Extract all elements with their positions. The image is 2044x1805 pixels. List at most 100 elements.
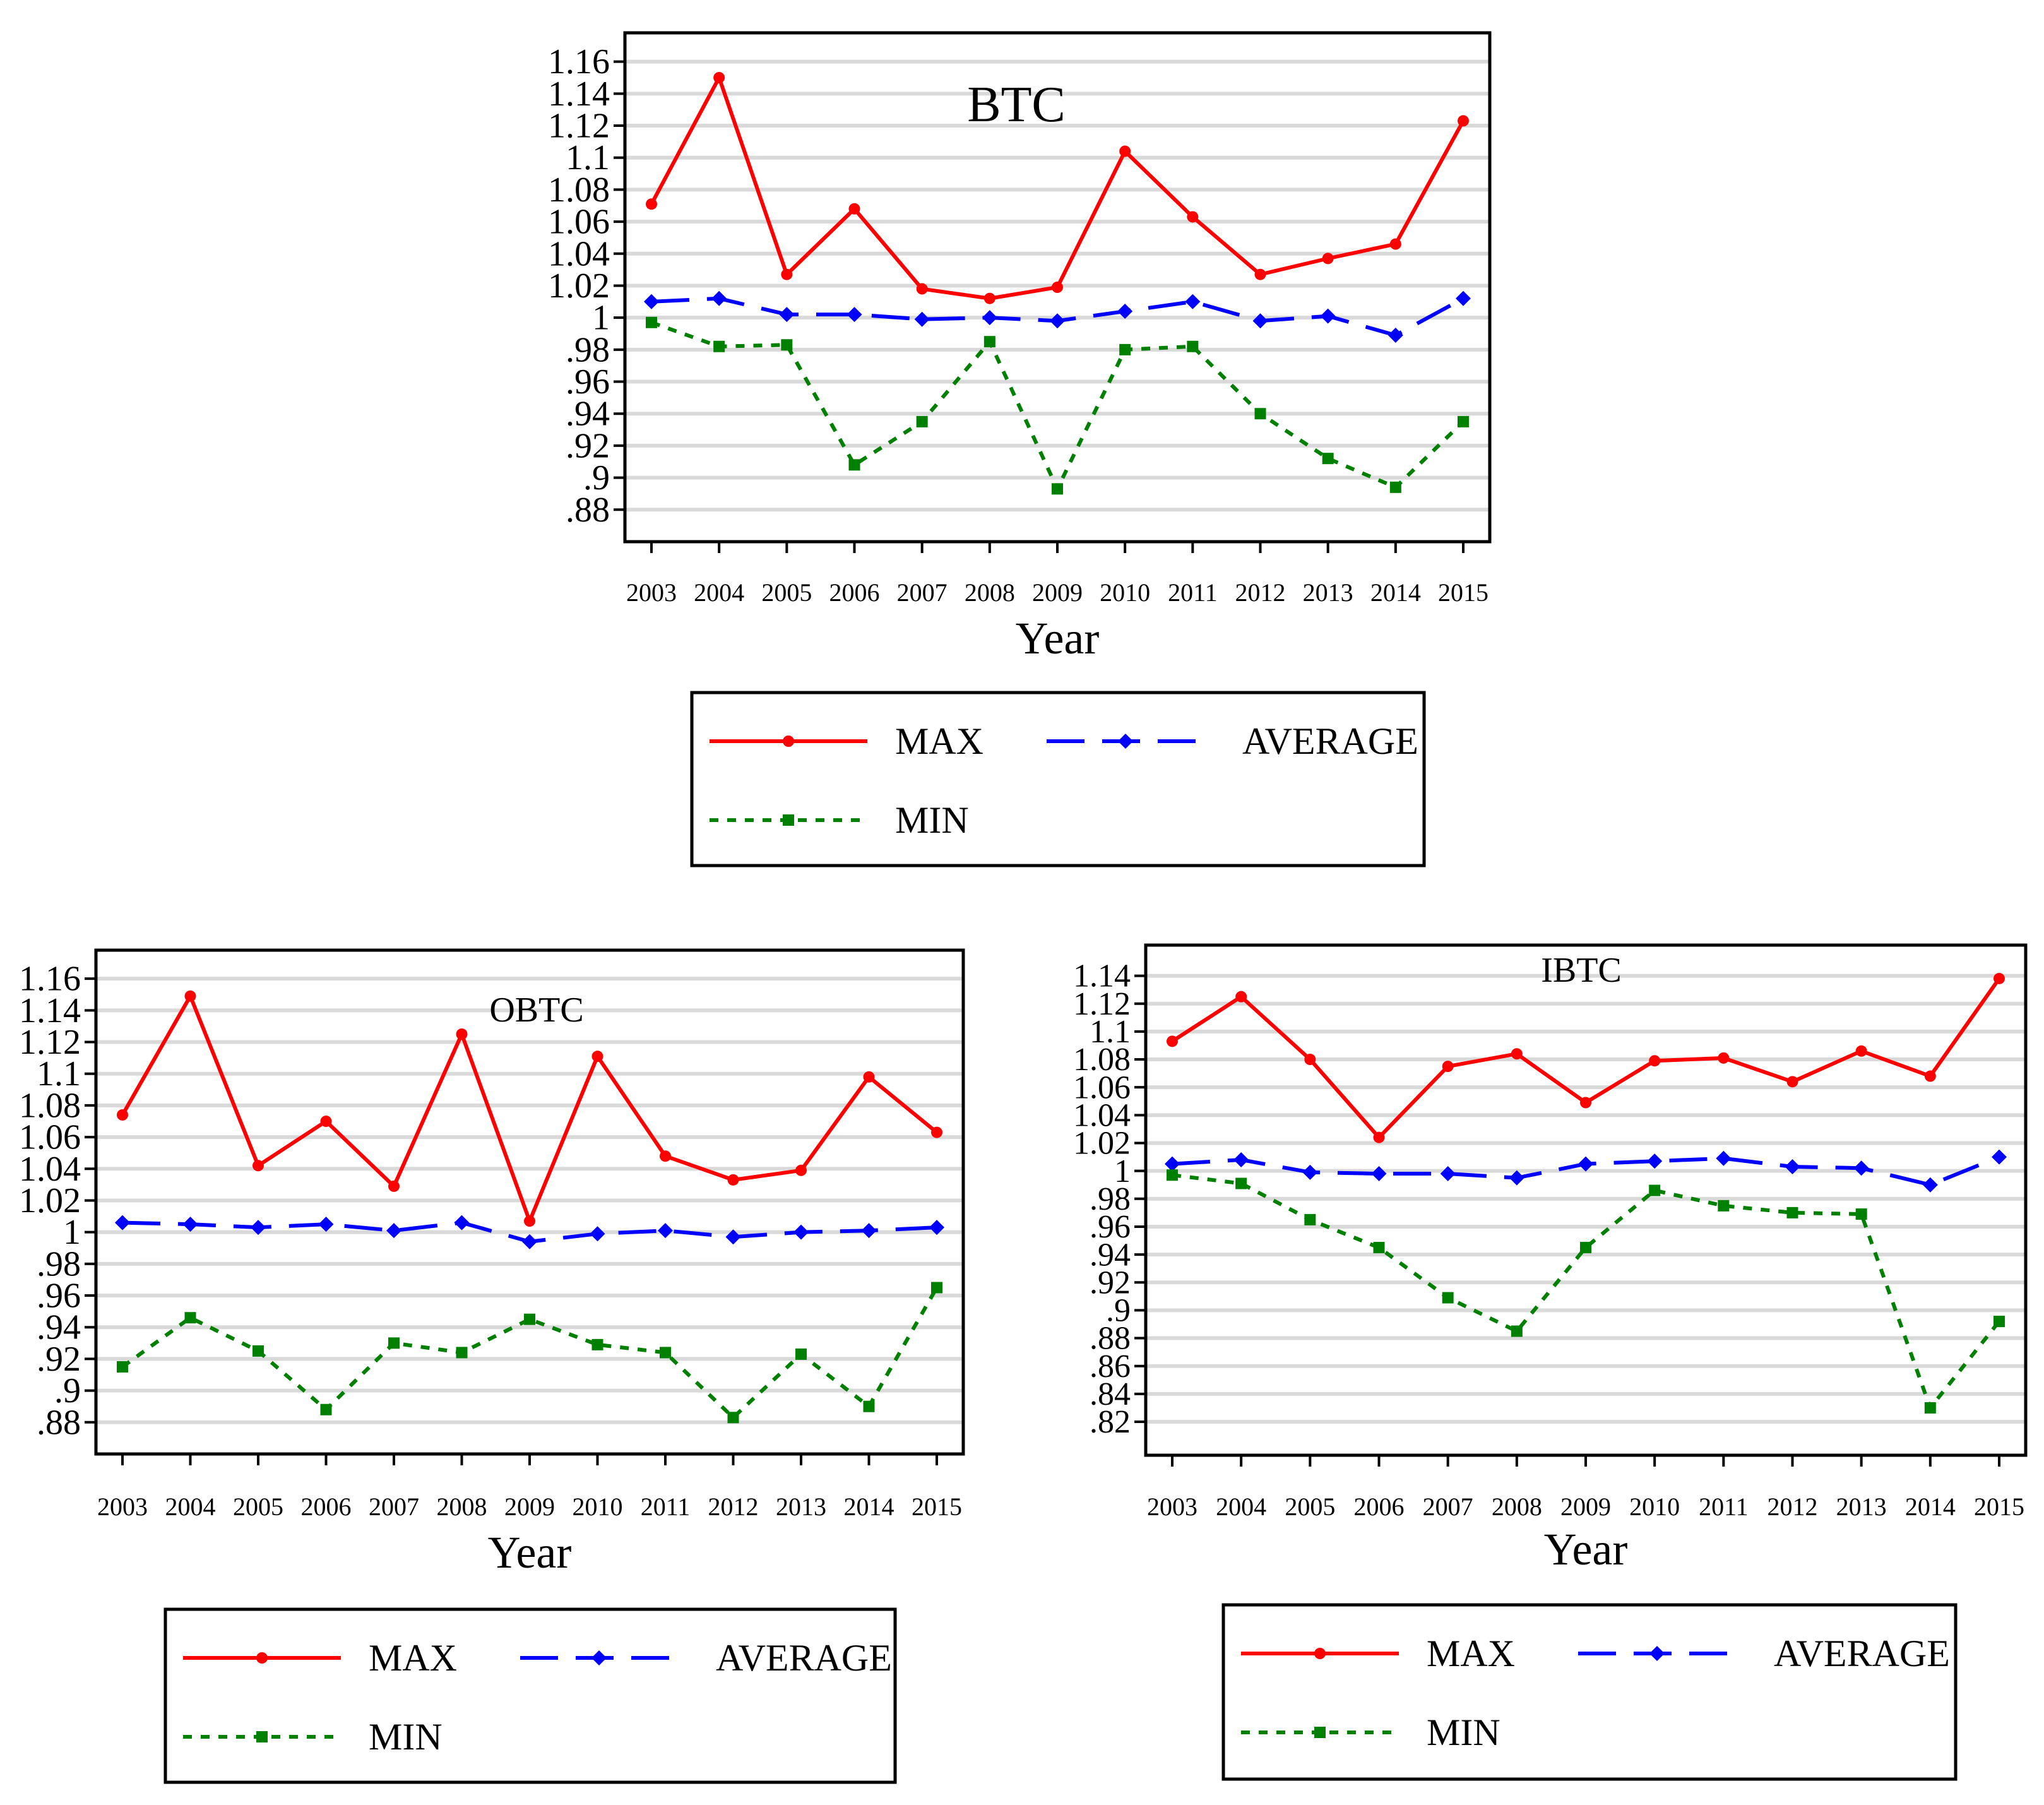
data-point-min — [1993, 1316, 2005, 1328]
data-point-max — [848, 203, 860, 215]
legend-marker-average — [591, 1650, 607, 1665]
x-tick-label: 2005 — [233, 1492, 283, 1521]
legend: MAX AVERAGE MIN — [690, 691, 1426, 867]
y-tick-label: 1.08 — [548, 170, 610, 210]
y-tick-label: .96 — [37, 1277, 81, 1316]
y-tick-label: 1.1 — [1090, 1014, 1131, 1050]
data-point-max — [1458, 115, 1469, 127]
legend-label-min: MIN — [1427, 1712, 1500, 1753]
data-point-max — [1167, 1035, 1178, 1047]
series-max — [117, 990, 942, 1227]
y-tick-label: 1.06 — [1073, 1069, 1131, 1105]
data-point-min — [931, 1282, 942, 1294]
data-point-max — [660, 1150, 671, 1162]
data-point-max — [1442, 1061, 1454, 1073]
data-point-average — [1922, 1177, 1938, 1193]
y-tick-label: .84 — [1090, 1376, 1131, 1412]
data-point-max — [1254, 268, 1266, 280]
y-tick-label: .98 — [37, 1244, 81, 1284]
y-tick-label: 1.02 — [19, 1181, 81, 1220]
data-point-max — [727, 1174, 739, 1186]
y-tick-label: 1.1 — [37, 1054, 81, 1093]
legend-box — [690, 691, 1426, 867]
y-tick-label: 1.08 — [1073, 1042, 1131, 1078]
data-point-min — [1235, 1177, 1247, 1189]
legend: MAX AVERAGE MIN — [163, 1607, 897, 1784]
data-point-min — [916, 415, 928, 427]
series-line-max — [121, 994, 938, 1224]
x-tick-label: 2007 — [897, 578, 948, 607]
y-tick-label: .88 — [37, 1403, 81, 1442]
data-point-max — [1993, 972, 2005, 984]
data-point-average — [522, 1234, 537, 1249]
x-tick-label: 2015 — [1438, 578, 1488, 607]
data-point-average — [1233, 1152, 1249, 1167]
y-tick-label: .96 — [1090, 1209, 1131, 1245]
data-point-max — [388, 1180, 400, 1192]
data-point-max — [983, 292, 995, 304]
data-point-min — [1052, 483, 1063, 495]
data-point-average — [1456, 290, 1471, 306]
data-point-average — [1716, 1150, 1732, 1166]
data-point-max — [1511, 1048, 1523, 1060]
y-tick-label: 1.14 — [19, 991, 81, 1030]
legend-marker-min — [256, 1731, 268, 1742]
data-point-min — [1649, 1184, 1661, 1196]
legend-marker-max — [783, 736, 794, 747]
data-point-average — [590, 1226, 605, 1242]
data-point-min — [713, 340, 725, 352]
data-point-average — [1785, 1159, 1800, 1175]
data-point-max — [1580, 1097, 1591, 1109]
x-tick-label: 2006 — [1354, 1492, 1405, 1521]
legend-marker-max — [1314, 1648, 1326, 1659]
data-point-average — [115, 1215, 130, 1230]
data-point-average — [318, 1217, 334, 1232]
data-point-min — [646, 316, 657, 328]
data-point-max — [916, 283, 928, 295]
data-point-average — [1440, 1166, 1456, 1182]
data-point-average — [1509, 1170, 1524, 1186]
x-tick-label: 2009 — [1560, 1492, 1611, 1521]
chart-title: IBTC — [1541, 951, 1622, 990]
x-tick-label: 2007 — [1423, 1492, 1473, 1521]
x-tick-label: 2008 — [437, 1492, 487, 1521]
y-tick-label: .92 — [1090, 1265, 1131, 1301]
x-tick-label: 2011 — [1699, 1492, 1749, 1521]
data-point-average — [1853, 1160, 1869, 1176]
x-tick-label: 2010 — [573, 1492, 623, 1521]
series-average — [644, 290, 1471, 343]
data-point-min — [848, 459, 860, 471]
data-point-min — [863, 1400, 875, 1412]
series-min — [646, 316, 1469, 495]
x-tick-label: 2006 — [829, 578, 880, 607]
series-min — [1167, 1169, 2005, 1414]
data-point-min — [1322, 453, 1334, 465]
y-tick-label: .94 — [37, 1308, 81, 1347]
chart-title: BTC — [967, 77, 1066, 133]
x-tick-label: 2004 — [165, 1492, 216, 1521]
data-point-min — [781, 339, 793, 351]
data-point-max — [646, 198, 657, 210]
y-tick-label: 1.02 — [1073, 1126, 1131, 1162]
legend-label-min: MIN — [369, 1716, 443, 1758]
data-point-min — [983, 336, 995, 348]
data-point-min — [1718, 1200, 1730, 1212]
data-point-min — [727, 1412, 739, 1424]
x-tick-label: 2011 — [1168, 578, 1218, 607]
series-max — [1167, 972, 2005, 1143]
data-point-max — [1052, 282, 1063, 293]
data-point-min — [1373, 1242, 1385, 1254]
data-point-average — [1050, 313, 1065, 329]
legend-label-max: MAX — [369, 1637, 457, 1679]
chart-ibtc: .82.84.86.88.9.92.94.96.9811.021.041.061… — [1073, 943, 2028, 1781]
data-point-average — [861, 1223, 877, 1239]
x-axis-label: Year — [1544, 1524, 1628, 1575]
data-point-max — [1924, 1070, 1936, 1082]
data-point-max — [253, 1160, 264, 1172]
x-tick-label: 2005 — [761, 578, 812, 607]
x-tick-label: 2013 — [1836, 1492, 1887, 1521]
data-point-min — [320, 1403, 332, 1415]
data-point-min — [253, 1345, 264, 1357]
x-tick-label: 2004 — [694, 578, 744, 607]
y-tick-label: .82 — [1090, 1404, 1131, 1440]
